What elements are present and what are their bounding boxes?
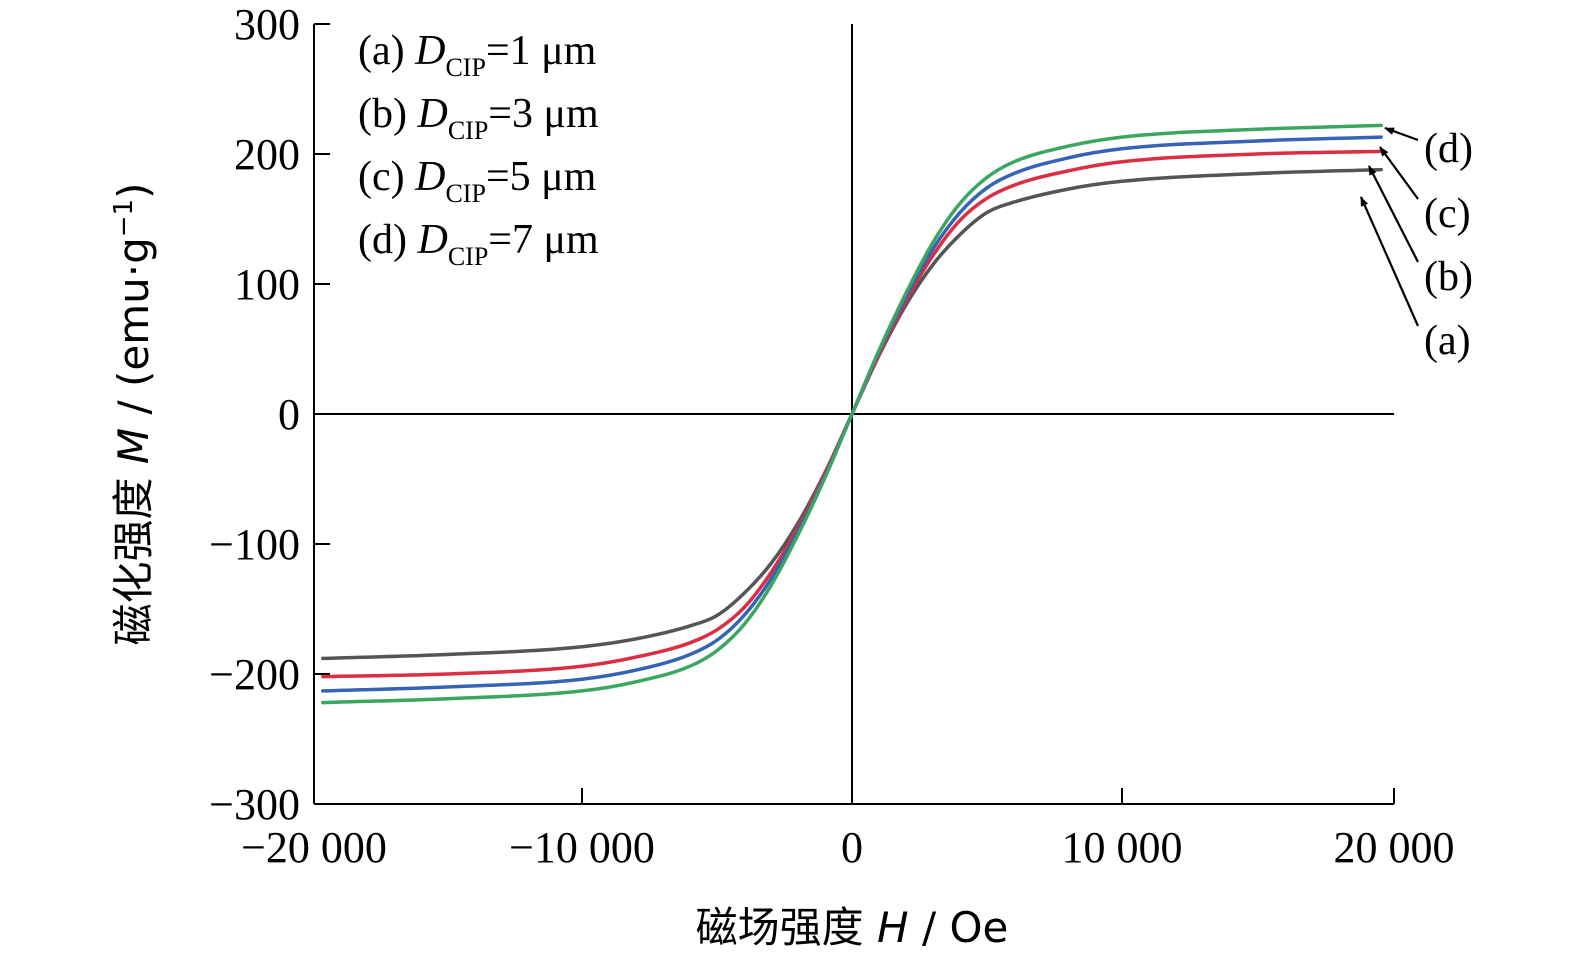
y-tick-label: 0: [278, 390, 300, 439]
y-axis-title-exponent: −1: [109, 199, 139, 237]
axis-titles: 磁场强度 H / Oe 磁化强度 M / (emu·g−1): [109, 183, 1008, 952]
legend-value: =1 μm: [486, 28, 597, 74]
series-curves: [321, 123, 1383, 705]
y-tick-label: 300: [234, 0, 300, 49]
x-tick-label: −20 000: [241, 823, 387, 872]
x-axis-title-unit: / Oe: [909, 903, 1009, 952]
y-axis-title-unit: / (emu·g: [109, 237, 158, 428]
legend-prefix: (d): [358, 217, 417, 263]
x-tick-label: −10 000: [509, 823, 655, 872]
legend-prefix: (a): [358, 28, 415, 74]
plot-area: −300 −200 −100 0 100 200 300 −20 000 −10 000 0 10 …: [209, 0, 1454, 872]
legend-entry: (a) DCIP=1 μm: [358, 28, 597, 82]
x-tick-label: 0: [841, 823, 863, 872]
callout-arrow: [1384, 126, 1419, 142]
callout-label: (b): [1424, 254, 1473, 300]
callout-arrow: [1359, 196, 1420, 327]
y-tick-label: −200: [209, 650, 300, 699]
y-tick-label: 200: [234, 130, 300, 179]
legend-prefix: (c): [358, 154, 415, 200]
callout-label: (c): [1424, 191, 1471, 237]
y-tick-label: 100: [234, 260, 300, 309]
legend-prefix: (b): [358, 91, 417, 137]
legend-symbol: D: [416, 217, 447, 263]
callout-label: (a): [1424, 318, 1471, 364]
legend-value: =3 μm: [488, 91, 599, 137]
y-tick-label: −100: [209, 520, 300, 569]
y-axis-title: 磁化强度 M / (emu·g−1): [109, 183, 158, 646]
x-tick-label: 20 000: [1334, 823, 1455, 872]
legend-value: =5 μm: [486, 154, 597, 200]
legend-entry: (d) DCIP=7 μm: [358, 217, 599, 271]
series-line-d: [321, 123, 1383, 705]
legend-entry: (b) DCIP=3 μm: [358, 91, 599, 145]
y-tick-label: −300: [209, 780, 300, 829]
x-tick-label: 10 000: [1062, 823, 1183, 872]
y-axis-title-close: ): [109, 183, 158, 199]
x-axis-title: 磁场强度 H / Oe: [696, 903, 1009, 952]
y-axis-title-prefix: 磁化强度: [109, 464, 158, 645]
legend-symbol: D: [416, 91, 447, 137]
legend: (a) DCIP=1 μm(b) DCIP=3 μm(c) DCIP=5 μm(…: [358, 28, 599, 271]
legend-subscript: CIP: [445, 179, 485, 208]
x-axis-title-prefix: 磁场强度: [696, 903, 877, 952]
legend-value: =7 μm: [488, 217, 599, 263]
callout-label: (d): [1424, 126, 1473, 172]
x-axis-title-symbol: H: [877, 903, 909, 952]
callout-arrow: [1379, 146, 1419, 200]
legend-symbol: D: [414, 28, 445, 74]
legend-symbol: D: [414, 154, 445, 200]
y-axis-title-symbol: M: [109, 428, 158, 464]
series-callouts: (a) (b) (c) (d): [1359, 126, 1473, 364]
legend-subscript: CIP: [445, 53, 485, 82]
legend-entry: (c) DCIP=5 μm: [358, 154, 597, 208]
legend-subscript: CIP: [448, 242, 488, 271]
callout-arrow: [1368, 165, 1419, 263]
legend-subscript: CIP: [448, 116, 488, 145]
